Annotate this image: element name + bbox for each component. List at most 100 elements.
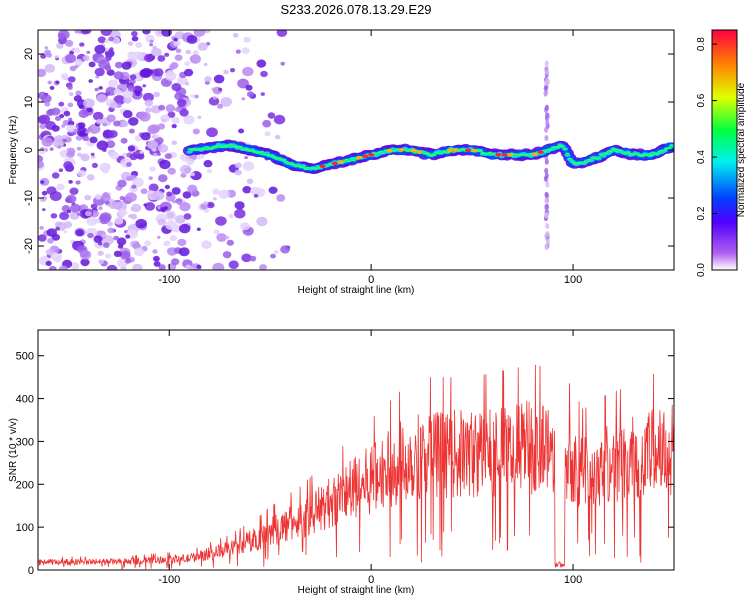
spectrogram-streak-blob — [545, 112, 550, 119]
spectrogram-hotspot — [337, 160, 344, 164]
spectrogram-ridge-blob — [543, 150, 548, 152]
spectrogram-scatter-blob — [145, 107, 152, 113]
spectrogram-hotspot — [471, 148, 478, 153]
spectrogram-scatter-blob — [100, 30, 113, 36]
spectrogram-scatter-blob — [104, 47, 109, 52]
spectrogram-scatter-blob — [73, 64, 79, 69]
spectrogram-streak-blob — [544, 244, 549, 251]
snr-x-ticks: -100 0 100 — [158, 330, 582, 586]
spectrogram-scatter-blob — [153, 261, 161, 267]
spectrogram-scatter-blob — [38, 114, 51, 125]
spectrogram-scatter-blob — [147, 124, 159, 135]
spectrogram-scatter-blob — [127, 41, 134, 46]
spectrogram-scatter-blob — [38, 234, 47, 242]
spectrogram-ridge-blob — [650, 154, 655, 157]
spectrogram-scatter-blob — [76, 146, 82, 151]
spectrogram-scatter-blob — [38, 68, 47, 78]
spectrogram-ridge-blob — [487, 151, 492, 154]
spectrogram-hotspot — [537, 150, 544, 154]
spectrogram-ridge-blob — [281, 159, 286, 162]
spectrogram-scatter-blob — [242, 186, 252, 194]
spectrogram-scatter-blob — [175, 215, 186, 224]
spectrogram-scatter-blob — [157, 152, 161, 156]
spectrogram-scatter-blob — [132, 177, 144, 188]
spectrogram-scatter-blob — [184, 68, 194, 77]
spectrogram-scatter-blob — [213, 74, 225, 84]
spectrogram-scatter-blob — [62, 134, 68, 140]
spectrogram-ridge-blob — [655, 152, 659, 155]
spectrogram-scatter-blob — [139, 150, 144, 154]
spectrogram-scatter-blob — [212, 188, 220, 195]
spectrogram-ridge-blob — [274, 158, 279, 160]
spectrogram-scatter-blob — [160, 114, 170, 123]
spectrogram-scatter-blob — [169, 65, 175, 71]
spectrogram-scatter-blob — [49, 147, 54, 151]
spectrogram-ridge-blob — [635, 153, 640, 156]
colorbar-tick-label: 0.8 — [696, 37, 707, 51]
spectrogram-scatter-blob — [134, 247, 145, 257]
spectrogram-scatter-blob — [184, 81, 190, 86]
spectrogram-scatter-blob — [108, 36, 114, 42]
spectrogram-hotspot — [465, 148, 472, 152]
spectrogram-scatter-blob — [273, 114, 286, 125]
colorbar-tick-label: 0.0 — [696, 263, 707, 277]
spectrogram-scatter-blob — [97, 250, 104, 256]
spectrogram-scatter-blob — [196, 264, 202, 269]
spectrogram-scatter-blob — [148, 176, 153, 181]
spectrogram-scatter-blob — [241, 97, 246, 101]
snr-panel: -100 0 100 0 100 200 300 400 500 Height of stra… — [8, 329, 675, 596]
spectrogram-ridge-blob — [572, 163, 577, 166]
spectrogram-scatter-blob — [40, 53, 47, 59]
spectrogram-ridge-blob — [277, 156, 282, 159]
spectrogram-scatter-blob — [42, 208, 46, 212]
spectrogram-scatter-blob — [166, 191, 173, 197]
spectrogram-scatter-blob — [67, 102, 74, 108]
spectrogram-scatter-blob — [245, 84, 253, 91]
spectrogram-scatter-blob — [256, 216, 268, 227]
spectrogram-scatter-blob — [106, 114, 116, 123]
spectrogram-scatter-blob — [135, 42, 143, 48]
spectrogram-ridge-blob — [209, 147, 214, 150]
spectrogram-scatter-blob — [176, 201, 182, 205]
spectrogram-streak-blob — [544, 80, 549, 87]
spectrogram-ridge-blob — [347, 160, 352, 162]
spectrogram-scatter-blob — [50, 213, 58, 219]
spectrogram-scatter-blob — [215, 216, 227, 226]
spectrogram-scatter-blob — [204, 76, 212, 83]
spectrogram-hotspot — [531, 152, 538, 156]
spectrogram-scatter-blob — [108, 79, 119, 88]
spectrogram-scatter-blob — [177, 238, 187, 247]
spectrogram-scatter-blob — [187, 266, 194, 270]
spectrogram-scatter-blob — [201, 240, 212, 250]
colorbar-label: Normalized spectral amplitude — [736, 82, 747, 217]
spectrogram-streak-blob — [544, 135, 549, 141]
spectrogram-scatter-blob — [218, 87, 223, 92]
spectrogram-scatter-blob — [203, 62, 208, 67]
spectrogram-scatter-blob — [148, 183, 159, 192]
spectrogram-scatter-blob — [153, 91, 160, 98]
spectrogram-ridge-blob — [662, 149, 667, 152]
spectrogram-scatter-blob — [158, 174, 168, 183]
spectrogram-ridge-blob — [616, 148, 621, 151]
spectrogram-scatter-blob — [197, 115, 202, 120]
x-tick-label: -100 — [158, 274, 180, 286]
spectrogram-scatter-blob — [66, 209, 72, 214]
spectrogram-scatter-blob — [85, 130, 90, 134]
spectrogram-scatter-blob — [98, 86, 103, 90]
spectrogram-scatter-blob — [228, 213, 234, 219]
spectrogram-scatter-blob — [38, 160, 44, 169]
spectrogram-scatter-blob — [77, 122, 86, 129]
spectrogram-scatter-blob — [78, 104, 84, 110]
spectrogram-streak-blob — [544, 197, 549, 204]
spectrogram-scatter-blob — [193, 30, 206, 37]
spectrogram-scatter-blob — [46, 228, 57, 237]
spectrogram-scatter-blob — [184, 61, 191, 66]
spectrogram-scatter-blob — [270, 253, 276, 259]
spectrogram-scatter-blob — [109, 47, 114, 51]
spectrogram-scatter-blob — [47, 80, 52, 85]
spectrogram-scatter-blob — [68, 92, 74, 97]
spectrogram-scatter-blob — [123, 96, 132, 104]
spectrogram-scatter-blob — [56, 42, 64, 49]
spectrogram-scatter-blob — [55, 80, 60, 85]
